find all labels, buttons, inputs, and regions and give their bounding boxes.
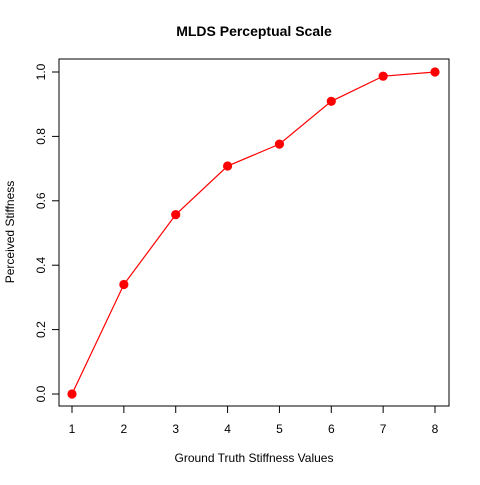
x-tick-label: 7	[380, 422, 387, 436]
y-tick-label: 0.0	[34, 385, 48, 402]
y-tick-label: 1.0	[34, 63, 48, 80]
data-point	[326, 96, 336, 106]
data-point	[171, 210, 181, 220]
x-tick-label: 2	[121, 422, 128, 436]
data-point	[378, 71, 388, 81]
y-tick-label: 0.2	[34, 321, 48, 338]
x-tick-label: 1	[69, 422, 76, 436]
data-point	[430, 67, 440, 77]
x-tick-label: 4	[224, 422, 231, 436]
series-layer	[67, 67, 440, 399]
x-axis-label: Ground Truth Stiffness Values	[175, 451, 334, 465]
x-tick-label: 3	[172, 422, 179, 436]
chart-title: MLDS Perceptual Scale	[176, 23, 332, 39]
data-point	[274, 139, 285, 149]
data-point	[119, 279, 129, 290]
y-tick-label: 0.4	[34, 257, 48, 274]
x-axis: 1 2 3 4 5 6 7 8	[69, 405, 439, 436]
data-point	[67, 389, 77, 399]
y-tick-label: 0.8	[34, 128, 48, 145]
series-line	[71, 71, 436, 395]
y-axis-label: Perceived Stiffness	[3, 181, 17, 284]
y-tick-label: 0.6	[34, 192, 48, 209]
x-tick-label: 6	[328, 422, 335, 436]
data-point	[222, 161, 233, 171]
y-axis: 0.0 0.2 0.4 0.6 0.8 1.0	[34, 63, 60, 402]
x-tick-label: 5	[276, 422, 283, 436]
x-tick-label: 8	[432, 422, 439, 436]
